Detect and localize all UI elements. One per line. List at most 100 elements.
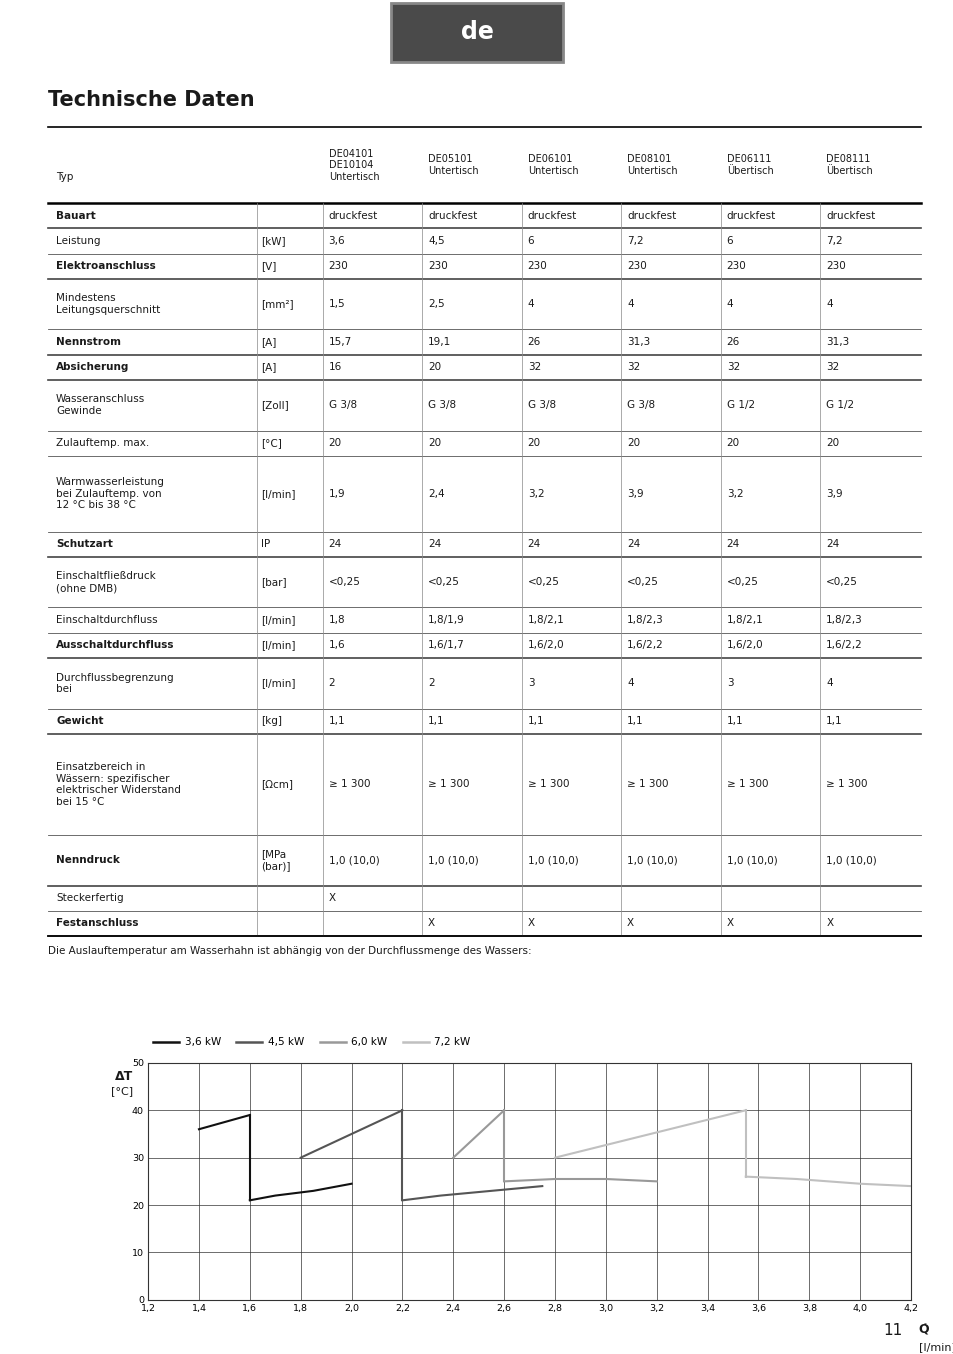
Text: 1,0 (10,0): 1,0 (10,0) [527, 856, 578, 865]
Text: 24: 24 [428, 539, 441, 550]
Text: Typ: Typ [56, 172, 73, 181]
Text: [kW]: [kW] [261, 236, 286, 246]
Bar [391, 3, 562, 62]
Text: 3,2: 3,2 [527, 489, 544, 498]
Text: druckfest: druckfest [428, 211, 476, 221]
Text: 2: 2 [428, 678, 435, 688]
Text: 1,1: 1,1 [726, 716, 742, 726]
Text: [A]: [A] [261, 363, 276, 372]
Text: 1,1: 1,1 [527, 716, 544, 726]
Text: 4: 4 [626, 678, 633, 688]
Text: 1,0 (10,0): 1,0 (10,0) [726, 856, 777, 865]
Text: [l/min]: [l/min] [261, 678, 295, 688]
Text: Wasseranschluss
Gewinde: Wasseranschluss Gewinde [56, 394, 145, 416]
Text: Durchflussbegrenzung
bei: Durchflussbegrenzung bei [56, 673, 173, 695]
Text: [Zoll]: [Zoll] [261, 401, 289, 410]
Text: 24: 24 [328, 539, 341, 550]
Text: Schutzart: Schutzart [56, 539, 112, 550]
Text: 20: 20 [626, 439, 639, 448]
Text: <0,25: <0,25 [825, 577, 858, 588]
Text: 3: 3 [527, 678, 534, 688]
Text: Festanschluss: Festanschluss [56, 918, 138, 929]
Text: Einsatzbereich in
Wässern: spezifischer
elektrischer Widerstand
bei 15 °C: Einsatzbereich in Wässern: spezifischer … [56, 762, 181, 807]
Text: Steckerfertig: Steckerfertig [56, 894, 124, 903]
Text: 24: 24 [726, 539, 740, 550]
Text: 32: 32 [626, 363, 639, 372]
Text: 6: 6 [527, 236, 534, 246]
Text: DE06101
Untertisch: DE06101 Untertisch [527, 154, 578, 176]
Text: 15,7: 15,7 [328, 337, 352, 347]
Text: Bauart: Bauart [56, 211, 95, 221]
Text: 20: 20 [428, 363, 441, 372]
Text: 230: 230 [726, 261, 745, 271]
Text: 1,6/2,0: 1,6/2,0 [527, 640, 563, 650]
Text: G 3/8: G 3/8 [626, 401, 655, 410]
Text: [l/min]: [l/min] [261, 615, 295, 626]
Text: DE08101
Untertisch: DE08101 Untertisch [626, 154, 677, 176]
Text: X: X [626, 918, 634, 929]
Text: X: X [825, 918, 833, 929]
Text: Nennstrom: Nennstrom [56, 337, 121, 347]
Text: Warmwasserleistung
bei Zulauftemp. von
12 °C bis 38 °C: Warmwasserleistung bei Zulauftemp. von 1… [56, 477, 165, 510]
Text: 2,5: 2,5 [428, 299, 444, 309]
Text: 230: 230 [527, 261, 547, 271]
Text: 1,1: 1,1 [825, 716, 842, 726]
Text: [Ωcm]: [Ωcm] [261, 780, 293, 789]
Text: Q̇: Q̇ [918, 1324, 928, 1336]
Text: [°C]: [°C] [111, 1086, 132, 1097]
Text: 3,2: 3,2 [726, 489, 742, 498]
Text: 19,1: 19,1 [428, 337, 451, 347]
Text: X: X [328, 894, 335, 903]
Text: 1,0 (10,0): 1,0 (10,0) [825, 856, 876, 865]
Text: ≥ 1 300: ≥ 1 300 [726, 780, 767, 789]
Text: 11: 11 [882, 1323, 902, 1338]
Text: 20: 20 [428, 439, 441, 448]
Text: 1,8/2,3: 1,8/2,3 [825, 615, 862, 626]
Text: 20: 20 [328, 439, 341, 448]
Text: DE06111
Übertisch: DE06111 Übertisch [726, 154, 773, 176]
Text: 26: 26 [527, 337, 540, 347]
Text: G 1/2: G 1/2 [726, 401, 754, 410]
Text: 3: 3 [726, 678, 733, 688]
Text: ≥ 1 300: ≥ 1 300 [428, 780, 469, 789]
Text: 230: 230 [428, 261, 447, 271]
Text: 1,8/2,1: 1,8/2,1 [527, 615, 564, 626]
Text: 230: 230 [626, 261, 646, 271]
Text: X: X [726, 918, 733, 929]
Text: 1,5: 1,5 [328, 299, 345, 309]
Text: 1,0 (10,0): 1,0 (10,0) [428, 856, 478, 865]
Text: 31,3: 31,3 [825, 337, 848, 347]
Text: G 3/8: G 3/8 [428, 401, 456, 410]
Text: 4: 4 [527, 299, 534, 309]
Text: [l/min]: [l/min] [918, 1343, 953, 1353]
Text: 1,8/2,3: 1,8/2,3 [626, 615, 663, 626]
Text: Zulauftemp. max.: Zulauftemp. max. [56, 439, 150, 448]
Text: 7,2: 7,2 [825, 236, 842, 246]
Text: 32: 32 [825, 363, 839, 372]
Text: 230: 230 [328, 261, 348, 271]
Text: 4: 4 [825, 299, 832, 309]
Text: 20: 20 [527, 439, 540, 448]
Text: [V]: [V] [261, 261, 276, 271]
Text: DE05101
Untertisch: DE05101 Untertisch [428, 154, 478, 176]
Text: [bar]: [bar] [261, 577, 287, 588]
Text: 4: 4 [726, 299, 733, 309]
Text: <0,25: <0,25 [428, 577, 459, 588]
Text: 1,6/2,2: 1,6/2,2 [825, 640, 862, 650]
Text: G 3/8: G 3/8 [527, 401, 556, 410]
Text: ≥ 1 300: ≥ 1 300 [328, 780, 370, 789]
Text: 1,6/2,2: 1,6/2,2 [626, 640, 663, 650]
Text: 1,1: 1,1 [428, 716, 444, 726]
Text: <0,25: <0,25 [527, 577, 559, 588]
Text: <0,25: <0,25 [726, 577, 758, 588]
Text: druckfest: druckfest [527, 211, 577, 221]
Text: 32: 32 [726, 363, 740, 372]
Text: <0,25: <0,25 [626, 577, 659, 588]
Text: ≥ 1 300: ≥ 1 300 [626, 780, 668, 789]
Text: G 3/8: G 3/8 [328, 401, 356, 410]
Text: 16: 16 [328, 363, 341, 372]
Text: X: X [527, 918, 535, 929]
Text: 2,4: 2,4 [428, 489, 444, 498]
Text: 1,6/2,0: 1,6/2,0 [726, 640, 762, 650]
Text: Technische Daten: Technische Daten [48, 91, 254, 111]
